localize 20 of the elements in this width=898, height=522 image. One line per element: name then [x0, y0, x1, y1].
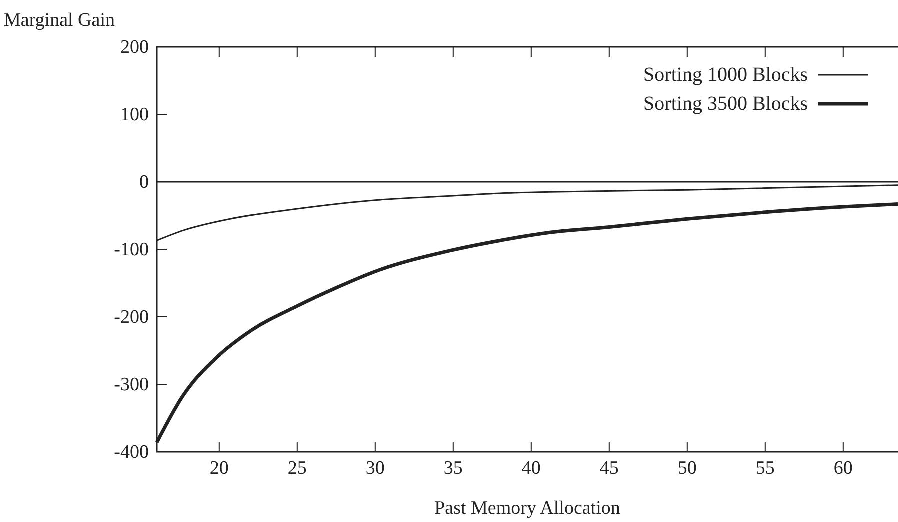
- x-axis-title: Past Memory Allocation: [434, 498, 621, 519]
- x-tick-label: 20: [210, 458, 229, 479]
- x-tick-label: 45: [600, 458, 619, 479]
- y-tick-label: -300: [114, 374, 149, 396]
- legend-label: Sorting 1000 Blocks: [644, 64, 808, 86]
- x-tick-label: 35: [444, 458, 463, 479]
- x-tick-label: 55: [756, 458, 775, 479]
- x-tick-label: 50: [678, 458, 697, 479]
- y-tick-label: -100: [114, 240, 149, 260]
- x-tick-label: 25: [288, 458, 307, 479]
- y-axis-title: Marginal Gain: [4, 10, 116, 31]
- y-tick-label: -200: [114, 307, 149, 328]
- y-tick-label: 100: [120, 104, 149, 126]
- y-tick-label: -400: [114, 442, 149, 463]
- x-tick-label: 30: [366, 458, 385, 479]
- y-tick-label: 0: [140, 172, 149, 193]
- x-tick-label: 40: [522, 458, 541, 479]
- legend-label: Sorting 3500 Blocks: [644, 93, 808, 115]
- y-tick-label: 200: [120, 37, 149, 58]
- x-tick-label: 60: [834, 458, 853, 479]
